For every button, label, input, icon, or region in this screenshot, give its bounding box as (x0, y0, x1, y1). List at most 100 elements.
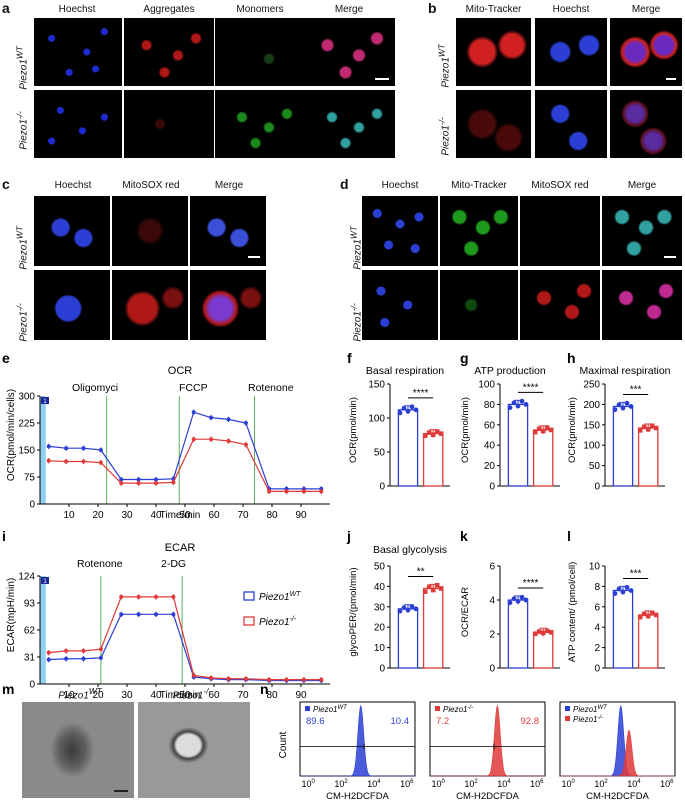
data-point (434, 582, 440, 588)
chart-f: 0 50 100 150 **** (368, 380, 450, 493)
legend-label: Piezo1WT (313, 705, 348, 714)
a-col-aggregates: Aggregates (143, 4, 195, 15)
chart-k: 0 2 4 6 **** (489, 562, 560, 675)
data-point (81, 459, 86, 464)
b-img-ko-mitotracker (456, 90, 531, 158)
x-tick-label: 50 (179, 690, 191, 701)
y-tick-label: 93 (24, 599, 36, 610)
scale-bar (375, 78, 389, 80)
y-tick-label: 40 (484, 441, 496, 452)
data-point (519, 398, 525, 404)
panel-k-label: k (460, 528, 468, 544)
data-point (267, 489, 272, 494)
bar-wt (612, 405, 634, 487)
c-img-ko-mitosox (112, 270, 188, 340)
y-tick-label: 80 (484, 400, 496, 411)
y-tick-label: 0 (489, 664, 495, 675)
data-point (641, 611, 647, 617)
panel-m-label: m (2, 681, 14, 697)
x-tick-label: 10 (63, 510, 75, 521)
x-tick-label: 60 (208, 690, 220, 701)
data-point (171, 480, 176, 485)
data-point (422, 589, 428, 594)
sig-label: **** (413, 388, 429, 399)
panel-i-label: i (2, 528, 6, 544)
y-tick-label: 62 (24, 626, 36, 637)
x-tick-label: 70 (237, 690, 249, 701)
data-point (81, 648, 86, 653)
data-point (397, 608, 403, 614)
data-point (624, 584, 630, 590)
c-col-merge: Merge (214, 180, 244, 191)
bar-ko (637, 427, 659, 487)
data-point (319, 677, 324, 682)
d-img-wt-hoechst (362, 196, 438, 266)
data-point (523, 402, 529, 407)
data-point (284, 677, 289, 682)
data-point (301, 489, 306, 494)
e-title: OCR (168, 365, 193, 377)
data-point (536, 426, 542, 432)
a-img-ko-merge (305, 90, 395, 158)
y-tick-label: 100 (478, 380, 495, 391)
data-point (243, 442, 248, 447)
badge (41, 577, 49, 584)
legend-wt: Piezo1WT (259, 591, 301, 603)
c-img-wt-hoechst (34, 196, 110, 266)
y-tick-label: 6 (594, 602, 600, 613)
scale-bar (114, 790, 128, 792)
a-img-wt-aggregates (124, 18, 214, 86)
a-col-hoechst: Hoechst (58, 4, 96, 15)
data-point (434, 429, 440, 434)
d-col-mitosox: MitoSOX red (531, 180, 589, 191)
data-point (319, 489, 324, 494)
data-point (209, 437, 214, 442)
x-label: CM-H2DCFDA (456, 791, 519, 802)
n-ylabel: Count (278, 731, 289, 758)
e-marker-rotenone: Rotenone (248, 382, 294, 394)
h-title: Maximal respiration (579, 365, 670, 377)
scale-bar (666, 78, 676, 80)
x-tick-label: 80 (266, 690, 278, 701)
data-point (645, 426, 651, 432)
data-point (409, 404, 415, 410)
y-tick-label: 60 (484, 420, 496, 431)
data-point (64, 446, 69, 451)
sig-label: ** (417, 566, 425, 577)
data-point (519, 594, 525, 600)
y-tick-label: 124 (18, 572, 35, 583)
series-line-ko (48, 438, 322, 492)
data-point (226, 676, 231, 681)
legend-label: Piezo1-/- (573, 715, 603, 724)
b-img-ko-merge (610, 90, 682, 158)
m-img-wt (22, 702, 134, 798)
bar-wt (507, 599, 529, 669)
data-point (136, 481, 141, 486)
x-tick-label: 90 (295, 690, 307, 701)
m-img-ko (138, 702, 250, 798)
x-tick-label: 10 (63, 690, 75, 701)
a-img-wt-monomers (215, 18, 305, 86)
data-point (401, 405, 407, 411)
data-point (649, 610, 655, 616)
e-marker-oligomycin: Oligomyci (72, 382, 118, 394)
panel-h-label: h (567, 350, 576, 366)
series-line-wt (48, 411, 322, 490)
x-tick-label: 80 (266, 510, 278, 521)
y-tick-label: 150 (583, 420, 600, 431)
data-point (98, 448, 103, 452)
x-tick-label: 106 (530, 779, 544, 789)
g-ylabel: OCR(pmol/min) (460, 397, 471, 463)
x-tick-label: 40 (150, 510, 162, 521)
bar-ko (532, 429, 554, 487)
gate-left-value: 7.2 (436, 716, 449, 727)
g-title: ATP production (474, 365, 546, 377)
badge-label: 1 (43, 399, 47, 405)
j-ylabel: glycoPER/(pmol/min) (348, 567, 359, 656)
y-tick-label: 0 (29, 500, 35, 511)
data-point (426, 584, 432, 590)
b-col-mitotracker: Mito-Tracker (465, 4, 522, 15)
data-point (645, 613, 651, 619)
